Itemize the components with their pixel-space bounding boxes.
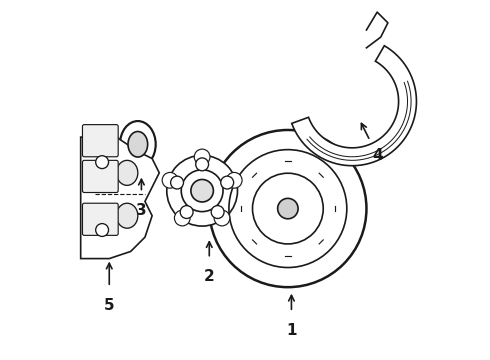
FancyBboxPatch shape	[82, 125, 118, 157]
Circle shape	[171, 176, 183, 189]
Circle shape	[278, 198, 298, 219]
Ellipse shape	[120, 121, 156, 167]
Text: 2: 2	[204, 269, 215, 284]
Circle shape	[96, 224, 109, 237]
Circle shape	[226, 172, 242, 188]
Circle shape	[180, 206, 193, 219]
Circle shape	[174, 210, 190, 226]
Ellipse shape	[167, 156, 238, 226]
Circle shape	[196, 158, 209, 171]
Circle shape	[214, 210, 230, 226]
Circle shape	[96, 156, 109, 168]
Text: 3: 3	[136, 203, 147, 218]
Circle shape	[162, 172, 178, 188]
Text: 1: 1	[286, 323, 296, 338]
Ellipse shape	[117, 203, 138, 228]
Text: 5: 5	[104, 298, 115, 313]
Text: 4: 4	[372, 148, 383, 163]
Polygon shape	[81, 137, 159, 258]
Circle shape	[209, 130, 367, 287]
Polygon shape	[292, 46, 416, 166]
Circle shape	[191, 180, 213, 202]
Circle shape	[194, 149, 210, 165]
FancyBboxPatch shape	[82, 160, 118, 193]
Ellipse shape	[117, 160, 138, 185]
Circle shape	[211, 206, 224, 219]
Ellipse shape	[128, 131, 147, 157]
FancyBboxPatch shape	[82, 203, 118, 235]
Circle shape	[221, 176, 234, 189]
